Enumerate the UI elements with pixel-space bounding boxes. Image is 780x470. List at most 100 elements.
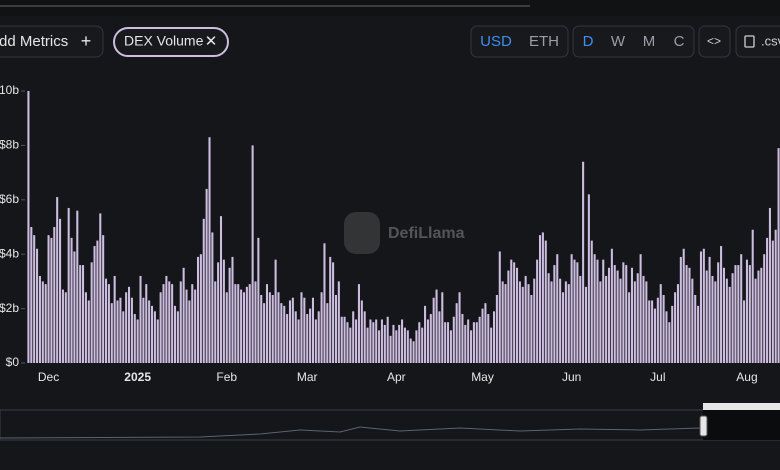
bar	[633, 281, 636, 363]
bar	[544, 240, 547, 363]
bar	[360, 300, 363, 363]
x-tick-label: May	[471, 370, 494, 384]
bar	[222, 259, 225, 363]
bar	[702, 248, 705, 363]
bar	[731, 273, 734, 363]
bar	[211, 232, 214, 363]
bar	[441, 292, 444, 363]
bar	[648, 300, 651, 363]
x-tick-label: Jun	[562, 370, 581, 384]
bar	[337, 281, 340, 363]
bar	[372, 322, 375, 363]
bar	[125, 292, 128, 363]
bar	[314, 319, 317, 363]
bar	[536, 259, 539, 363]
csv-button[interactable]	[735, 25, 780, 58]
bar	[326, 303, 329, 363]
currency-option[interactable]: ETH	[529, 33, 559, 50]
bar	[415, 330, 418, 363]
bar	[720, 246, 723, 363]
bar	[760, 267, 763, 363]
bar	[185, 289, 188, 363]
bar	[257, 237, 260, 363]
bar	[392, 324, 395, 363]
remove-icon[interactable]: ✕	[205, 33, 218, 50]
y-tick-label: $0	[6, 355, 20, 369]
bar	[470, 330, 473, 363]
currency-option[interactable]: USD	[480, 33, 512, 50]
bar	[763, 254, 766, 363]
x-tick-label: Apr	[387, 370, 406, 384]
bar	[165, 275, 168, 363]
navigator-handle[interactable]	[699, 415, 708, 437]
bar	[559, 278, 562, 363]
bar	[363, 311, 366, 363]
metric-chip[interactable]	[113, 27, 229, 57]
add-metrics-button[interactable]	[0, 25, 104, 58]
bar	[481, 308, 484, 363]
bar	[605, 275, 608, 363]
currency-toggle	[470, 25, 569, 58]
bar	[461, 314, 464, 363]
bar	[688, 267, 691, 363]
bar	[579, 275, 582, 363]
bar	[768, 207, 771, 363]
bar	[214, 281, 217, 363]
navigator[interactable]	[0, 409, 780, 441]
bar	[685, 265, 688, 363]
bar	[306, 314, 309, 363]
bar	[217, 262, 220, 363]
bar	[697, 305, 700, 363]
bar	[674, 292, 677, 363]
embed-button[interactable]	[698, 25, 731, 58]
bar	[754, 278, 757, 363]
bar	[665, 311, 668, 363]
bar	[357, 284, 360, 363]
bar	[455, 303, 458, 363]
bar	[237, 284, 240, 363]
period-option[interactable]: M	[643, 33, 656, 50]
y-tick-label: $6b	[0, 192, 19, 206]
bar	[518, 281, 521, 363]
period-option[interactable]: C	[674, 33, 685, 50]
bar	[734, 265, 737, 363]
bar	[679, 256, 682, 363]
x-tick-label: 2025	[124, 370, 151, 384]
bar	[630, 267, 634, 363]
bar	[130, 297, 133, 363]
bar	[196, 256, 200, 363]
bar	[168, 281, 171, 363]
bar	[251, 145, 254, 363]
period-option[interactable]: W	[611, 33, 626, 50]
bar	[343, 316, 346, 363]
bar	[541, 232, 544, 363]
bar	[386, 316, 389, 363]
bar	[105, 278, 108, 363]
bar	[84, 292, 87, 363]
bar	[90, 262, 93, 363]
bar	[99, 213, 102, 363]
bar	[659, 284, 662, 363]
bar	[375, 319, 378, 363]
y-tick-label: $4b	[0, 246, 19, 260]
bar	[334, 295, 337, 363]
bar	[613, 265, 616, 363]
period-option[interactable]: D	[583, 33, 594, 50]
bar	[50, 237, 53, 363]
bar	[513, 262, 516, 363]
bar	[231, 256, 234, 363]
bar	[616, 270, 619, 363]
bar	[553, 265, 556, 363]
bar	[406, 330, 409, 363]
bar	[435, 289, 438, 363]
bar	[291, 297, 294, 363]
navigator-window	[703, 410, 780, 440]
bar	[199, 254, 202, 363]
bar	[728, 286, 731, 363]
bar	[309, 308, 312, 363]
navigator-scroll[interactable]	[703, 403, 780, 410]
bar	[53, 227, 56, 363]
bar	[179, 281, 182, 363]
bar	[490, 327, 493, 363]
bar	[527, 284, 530, 363]
